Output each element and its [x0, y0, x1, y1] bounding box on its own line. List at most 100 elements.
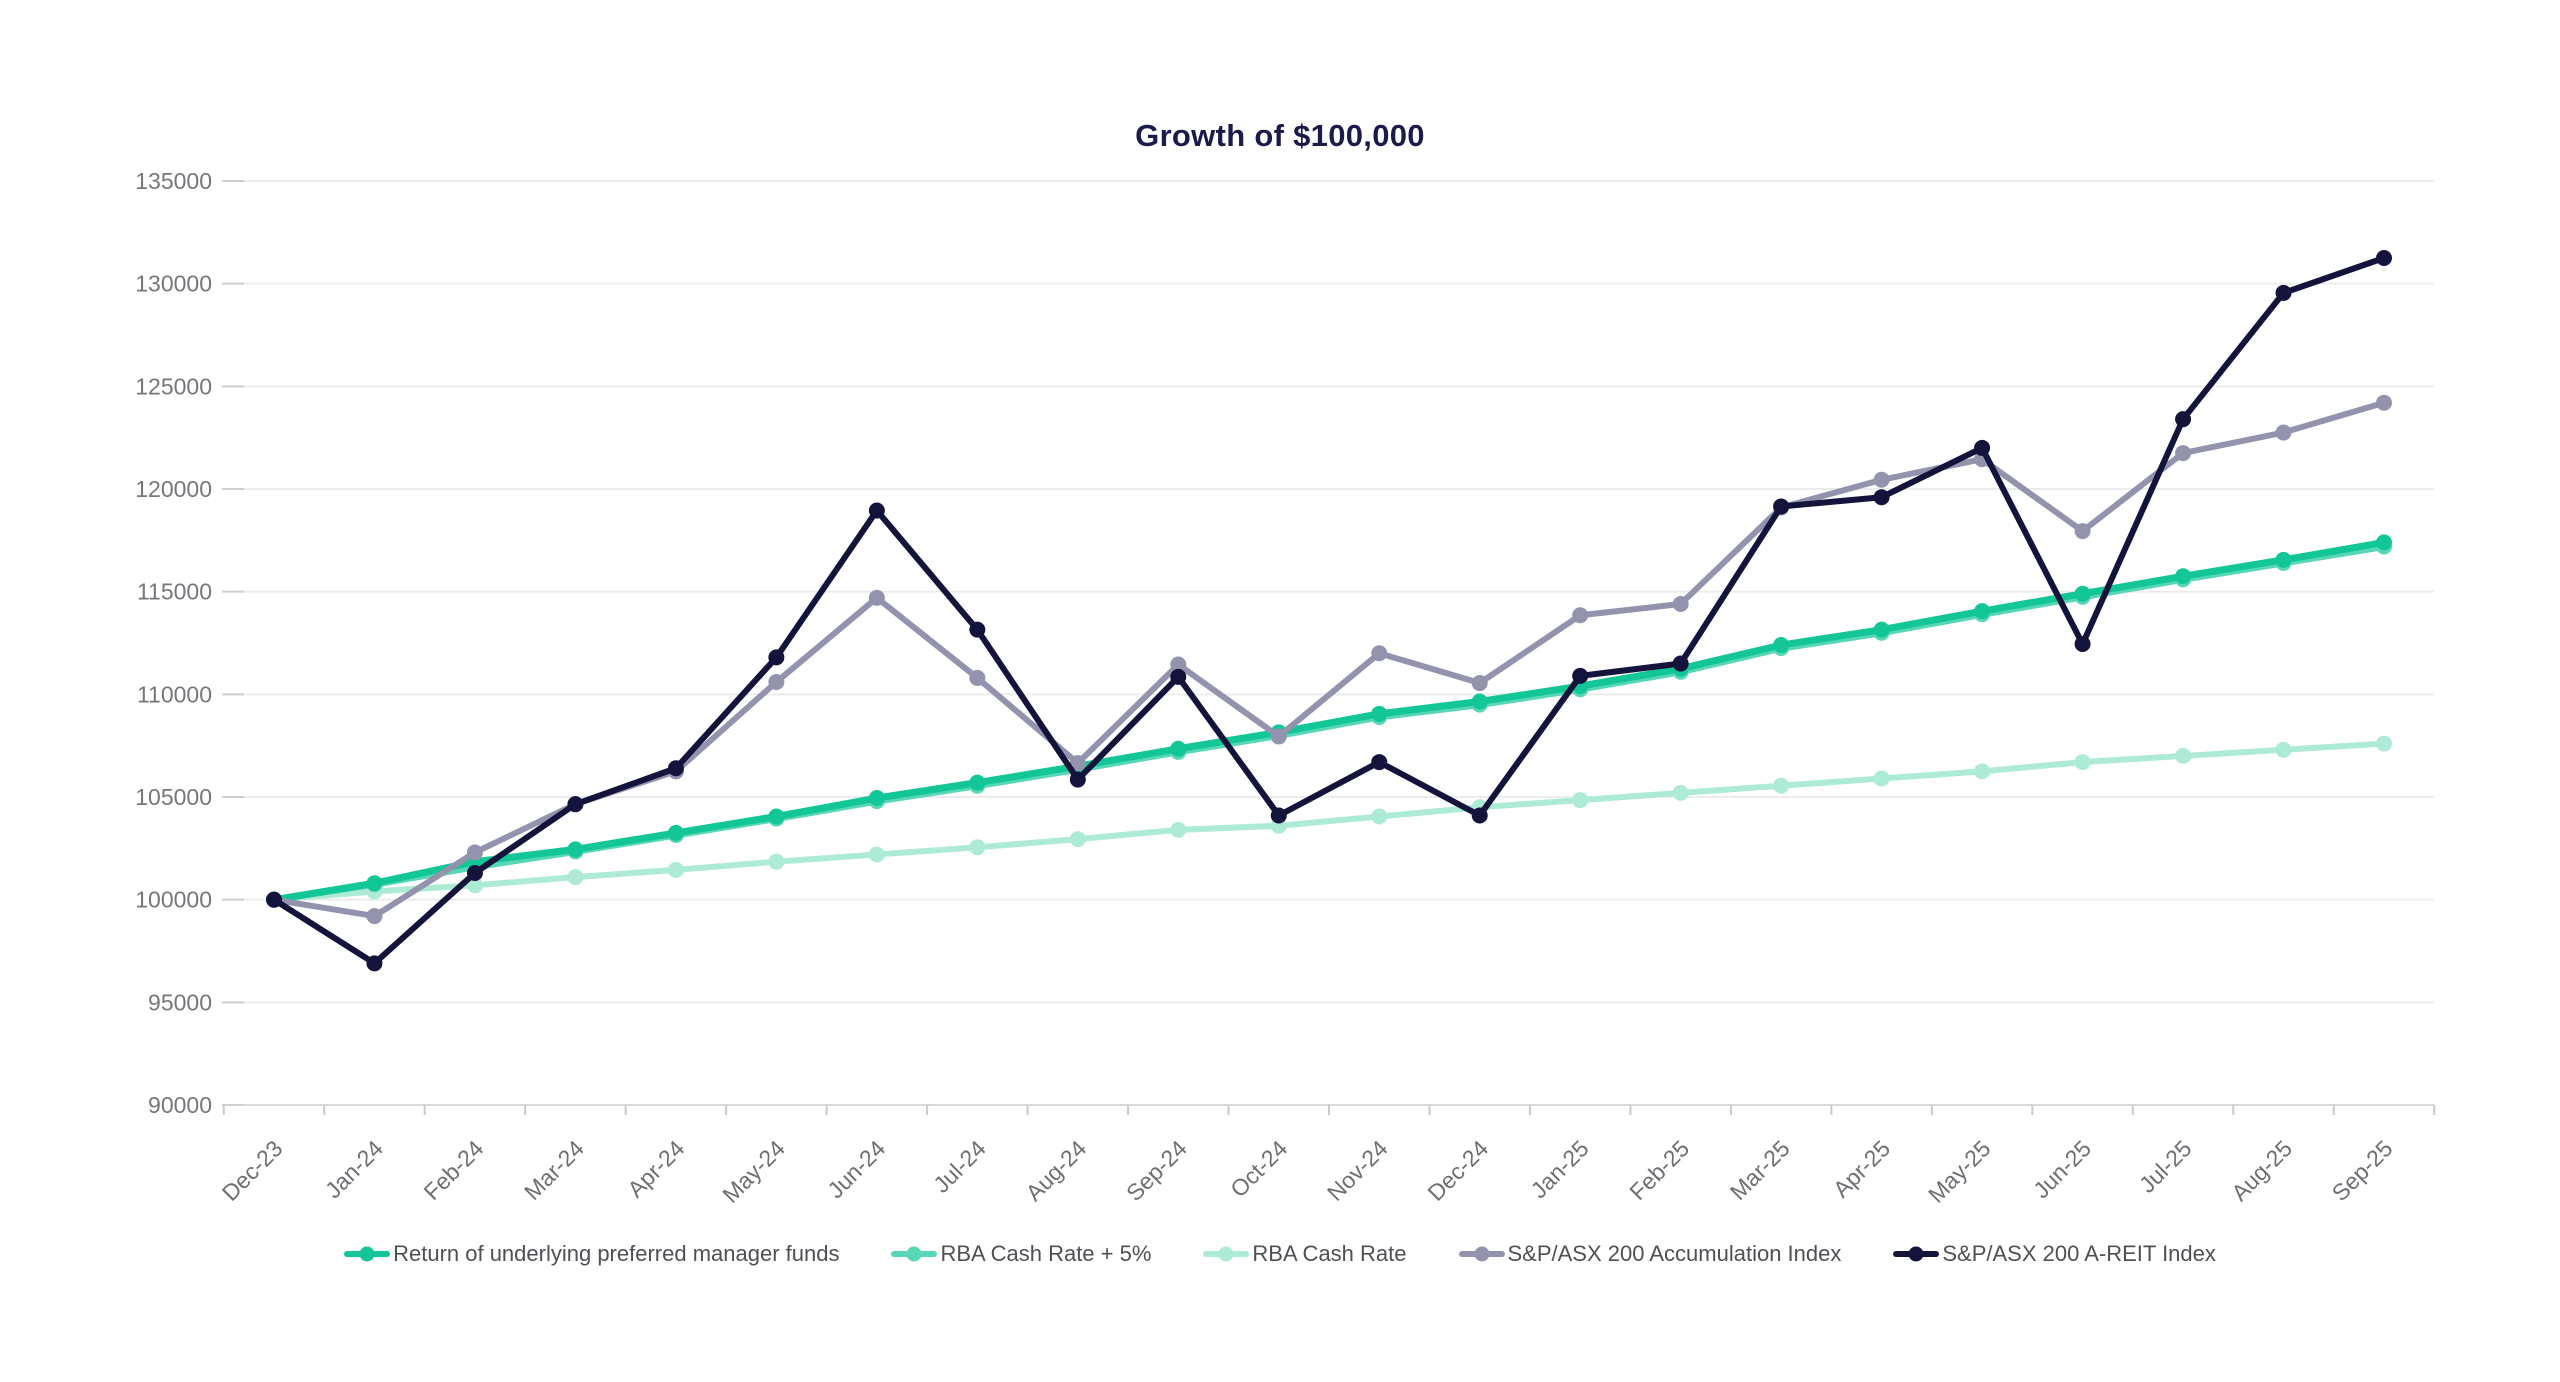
x-axis-label: Oct-24: [1225, 1135, 1292, 1202]
x-axis-label: Mar-25: [1725, 1135, 1795, 1205]
data-point: [1572, 607, 1589, 624]
x-axis-labels: Dec-23 Jan-24 Feb-24 Mar-24 Apr-24 May-24 Jun-…: [217, 1135, 2398, 1208]
y-axis-label: 95000: [148, 989, 212, 1015]
data-point: [1170, 821, 1187, 838]
data-point: [567, 869, 584, 886]
x-axis-label: Dec-24: [1422, 1135, 1493, 1206]
data-point: [366, 908, 383, 925]
data-point: [2376, 534, 2392, 551]
data-point: [1873, 471, 1890, 488]
legend-label: RBA Cash Rate: [1252, 1241, 1407, 1266]
data-point: [1170, 656, 1187, 673]
data-point: [2175, 445, 2192, 462]
data-point: [1873, 489, 1890, 506]
x-axis-label: Mar-24: [519, 1135, 589, 1205]
data-point: [366, 955, 383, 972]
y-axis-label: 125000: [135, 373, 212, 399]
series-line: [271, 740, 2387, 903]
data-point: [1371, 645, 1388, 662]
x-axis-label: Aug-24: [1021, 1135, 1092, 1206]
data-point: [567, 841, 584, 858]
data-point: [1471, 693, 1488, 710]
legend-item-rba-cash-rate[interactable]: RBA Cash Rate: [1203, 1241, 1407, 1267]
data-point: [366, 875, 383, 892]
data-point: [466, 877, 483, 894]
x-axis: [222, 1105, 2436, 1115]
data-point: [667, 824, 684, 841]
data-point: [1773, 498, 1790, 515]
y-axis-label: 110000: [137, 681, 212, 707]
legend-marker-icon: [1458, 1246, 1505, 1262]
legend-marker-icon: [891, 1246, 938, 1262]
legend-item-s-p-asx-200-a-reit-index[interactable]: S&P/ASX 200 A-REIT Index: [1893, 1241, 2216, 1267]
series-return-of-underlying-preferred-manager-funds: [266, 534, 2392, 908]
series-s-p-asx-200-a-reit-index: [266, 250, 2392, 972]
legend-item-s-p-asx-200-accumulation-index[interactable]: S&P/ASX 200 Accumulation Index: [1458, 1241, 1842, 1267]
x-axis-label: Jan-25: [1526, 1135, 1594, 1203]
series-line: [271, 255, 2387, 967]
y-axis-label: 105000: [135, 784, 212, 810]
x-axis-label: Jul-24: [928, 1135, 991, 1198]
data-point: [969, 839, 986, 856]
data-point: [1572, 667, 1589, 684]
data-point: [969, 774, 986, 791]
legend-label: S&P/ASX 200 Accumulation Index: [1507, 1241, 1842, 1266]
data-point: [1974, 603, 1991, 620]
chart-title: Growth of $100,000: [1135, 118, 1425, 153]
legend-label: RBA Cash Rate + 5%: [940, 1241, 1152, 1266]
data-point: [1069, 755, 1086, 772]
data-point: [266, 891, 282, 908]
gridlines: [222, 180, 2434, 1106]
data-point: [768, 674, 785, 691]
series-line: [271, 399, 2387, 920]
legend-marker-icon: [1203, 1246, 1250, 1262]
data-point: [2175, 411, 2192, 428]
data-point: [1371, 754, 1388, 771]
data-point: [1672, 655, 1689, 672]
data-point: [1270, 807, 1287, 824]
legend-label: Return of underlying preferred manager f…: [393, 1241, 840, 1266]
data-point: [768, 808, 785, 825]
x-axis-label: Apr-24: [622, 1135, 689, 1202]
data-point: [1371, 808, 1388, 825]
legend-marker-icon: [344, 1246, 391, 1262]
data-point: [2376, 735, 2392, 752]
x-axis-label: May-25: [1923, 1135, 1996, 1208]
data-point: [2275, 424, 2292, 441]
x-axis-label: Dec-23: [217, 1135, 288, 1206]
data-point: [868, 589, 885, 606]
data-point: [667, 861, 684, 878]
x-axis-label: May-24: [717, 1135, 790, 1208]
legend-marker-icon: [1893, 1246, 1940, 1262]
data-point: [969, 669, 986, 686]
x-axis-label: Sep-25: [2327, 1135, 2398, 1206]
data-point: [768, 649, 785, 666]
data-point: [2275, 741, 2292, 758]
data-point: [1773, 637, 1790, 654]
data-point: [1069, 771, 1086, 788]
data-point: [2175, 747, 2192, 764]
legend-item-rba-cash-rate-5[interactable]: RBA Cash Rate + 5%: [891, 1241, 1151, 1267]
y-axis-label: 90000: [148, 1092, 212, 1118]
data-point: [1471, 675, 1488, 692]
y-axis-label: 120000: [135, 476, 212, 502]
data-point: [1773, 777, 1790, 794]
x-axis-label: Feb-25: [1624, 1135, 1694, 1205]
data-point: [1170, 740, 1187, 757]
legend-item-return-of-underlying-preferred-manager-funds[interactable]: Return of underlying preferred manager f…: [344, 1241, 839, 1267]
data-point: [2074, 585, 2091, 602]
data-point: [1170, 668, 1187, 685]
data-point: [2275, 284, 2292, 301]
data-point: [1974, 439, 1991, 456]
data-point: [466, 844, 483, 861]
data-point: [2376, 394, 2392, 411]
data-point: [768, 853, 785, 870]
data-point: [667, 760, 684, 777]
data-point: [2074, 636, 2091, 653]
data-point: [1069, 831, 1086, 848]
data-point: [1974, 763, 1991, 780]
data-point: [2376, 250, 2392, 266]
data-point: [868, 790, 885, 807]
data-point: [2074, 754, 2091, 771]
